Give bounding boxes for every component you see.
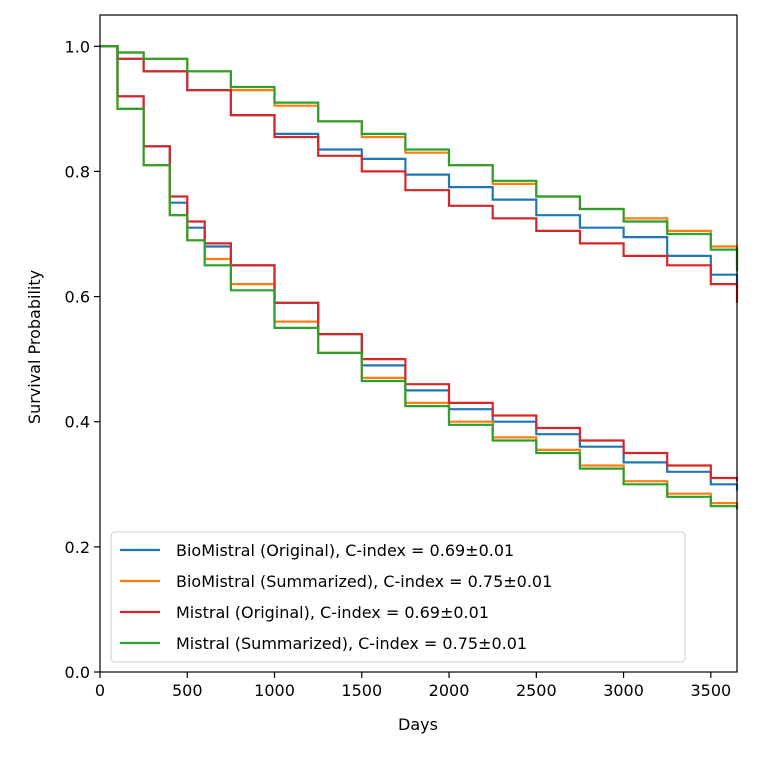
x-axis-label: Days [398, 715, 438, 734]
plot-lines [100, 45, 739, 510]
x-tick-label: 3000 [603, 681, 644, 700]
y-tick-label: 0.0 [65, 663, 90, 682]
plot-frame [99, 14, 738, 673]
legend-entry-label: BioMistral (Summarized), C-index = 0.75±… [176, 572, 552, 591]
series-line-3-group-1 [100, 45, 739, 510]
series-line-3-group-0 [100, 45, 739, 272]
y-tick-label: 0.6 [65, 288, 90, 307]
legend-entry-label: Mistral (Summarized), C-index = 0.75±0.0… [176, 634, 527, 653]
legend-entry-label: BioMistral (Original), C-index = 0.69±0.… [176, 541, 514, 560]
axes: 0 500 1000 1500 2000 2500 3000 3500 0.0 0.2 0.4 0.6… [65, 14, 738, 700]
x-tick-label: 2000 [429, 681, 470, 700]
y-tick-label: 1.0 [65, 37, 90, 56]
x-tick-label: 2500 [516, 681, 557, 700]
y-tick-label: 0.8 [65, 162, 90, 181]
x-tick-label: 0 [95, 681, 105, 700]
x-tick-label: 3500 [690, 681, 731, 700]
y-tick-label: 0.4 [65, 413, 90, 432]
y-axis-label: Survival Probability [25, 270, 44, 424]
x-tick-label: 1000 [254, 681, 295, 700]
series-line-2-group-0 [100, 45, 739, 303]
x-tick-label: 1500 [341, 681, 382, 700]
legend: BioMistral (Original), C-index = 0.69±0.… [110, 531, 686, 663]
legend-box [110, 531, 686, 663]
y-tick-label: 0.2 [65, 538, 90, 557]
x-tick-label: 500 [172, 681, 203, 700]
legend-entry-label: Mistral (Original), C-index = 0.69±0.01 [176, 603, 489, 622]
